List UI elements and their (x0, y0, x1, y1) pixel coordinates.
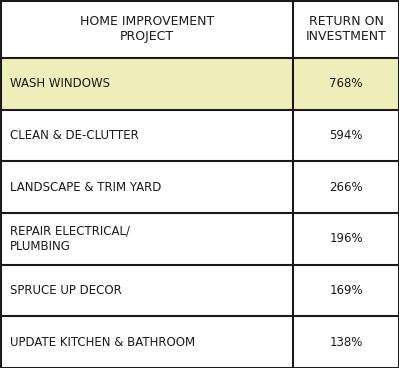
Bar (0, 265, 399, 316)
Text: 768%: 768% (330, 78, 363, 91)
Text: REPAIR ELECTRICAL/
PLUMBING: REPAIR ELECTRICAL/ PLUMBING (10, 225, 130, 253)
Bar (0, 58, 399, 110)
Bar (0, 213, 399, 265)
Text: UPDATE KITCHEN & BATHROOM: UPDATE KITCHEN & BATHROOM (10, 336, 195, 348)
Text: 138%: 138% (330, 336, 363, 348)
Text: 169%: 169% (329, 284, 363, 297)
Text: 196%: 196% (329, 233, 363, 245)
Bar (0, 316, 399, 368)
Text: SPRUCE UP DECOR: SPRUCE UP DECOR (10, 284, 122, 297)
Text: CLEAN & DE-CLUTTER: CLEAN & DE-CLUTTER (10, 129, 139, 142)
Text: LANDSCAPE & TRIM YARD: LANDSCAPE & TRIM YARD (10, 181, 161, 194)
Text: HOME IMPROVEMENT
PROJECT: HOME IMPROVEMENT PROJECT (79, 15, 214, 43)
Bar (0, 110, 399, 162)
Text: RETURN ON
INVESTMENT: RETURN ON INVESTMENT (306, 15, 387, 43)
Text: 266%: 266% (329, 181, 363, 194)
Text: 594%: 594% (330, 129, 363, 142)
Bar (0, 0, 399, 58)
Text: WASH WINDOWS: WASH WINDOWS (10, 78, 110, 91)
Bar (0, 162, 399, 213)
